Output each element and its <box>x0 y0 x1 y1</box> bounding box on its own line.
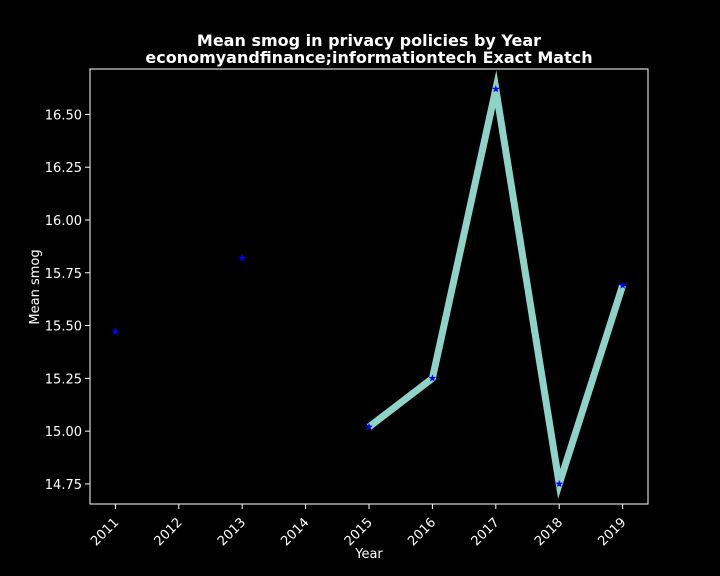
x-axis: 2011 2012 2013 2014 2015 2016 2017 2018 2019 <box>88 504 629 549</box>
y-axis: 14.75 15.00 15.25 15.50 15.75 16.00 16.25 16.50 <box>45 108 90 493</box>
data-point-marker <box>238 253 246 262</box>
y-tick-label: 16.25 <box>45 161 82 176</box>
series-line <box>366 70 626 499</box>
series-line-path <box>366 70 626 499</box>
y-tick-label: 15.00 <box>45 425 82 440</box>
x-tick-label: 2017 <box>469 515 503 549</box>
y-tick-label: 15.75 <box>45 267 82 282</box>
x-axis-label: Year <box>354 547 383 562</box>
chart-title: Mean smog in privacy policies by Year <box>197 31 541 50</box>
data-point-marker <box>492 85 500 93</box>
data-point-marker <box>618 281 627 289</box>
x-tick-label: 2011 <box>88 515 122 549</box>
x-tick-label: 2019 <box>595 515 629 549</box>
y-tick-label: 14.75 <box>45 478 82 493</box>
data-point-marker <box>428 374 437 382</box>
x-tick-label: 2012 <box>152 515 186 549</box>
chart-subtitle: economyandfinance;informationtech Exact … <box>145 48 592 67</box>
plot-frame <box>89 68 649 505</box>
x-tick-label: 2016 <box>405 515 439 549</box>
x-tick-label: 2014 <box>278 515 312 549</box>
x-tick-label: 2018 <box>532 515 566 549</box>
data-point-marker <box>365 422 373 431</box>
y-axis-label: Mean smog <box>28 249 43 324</box>
y-tick-label: 16.50 <box>45 108 82 123</box>
y-tick-label: 15.50 <box>45 320 82 335</box>
data-point-marker <box>111 327 120 336</box>
y-tick-label: 16.00 <box>45 214 82 229</box>
x-tick-label: 2015 <box>342 515 376 549</box>
data-point-marker <box>555 479 564 488</box>
x-tick-label: 2013 <box>215 515 249 549</box>
data-markers <box>111 85 627 488</box>
y-tick-label: 15.25 <box>45 372 82 387</box>
